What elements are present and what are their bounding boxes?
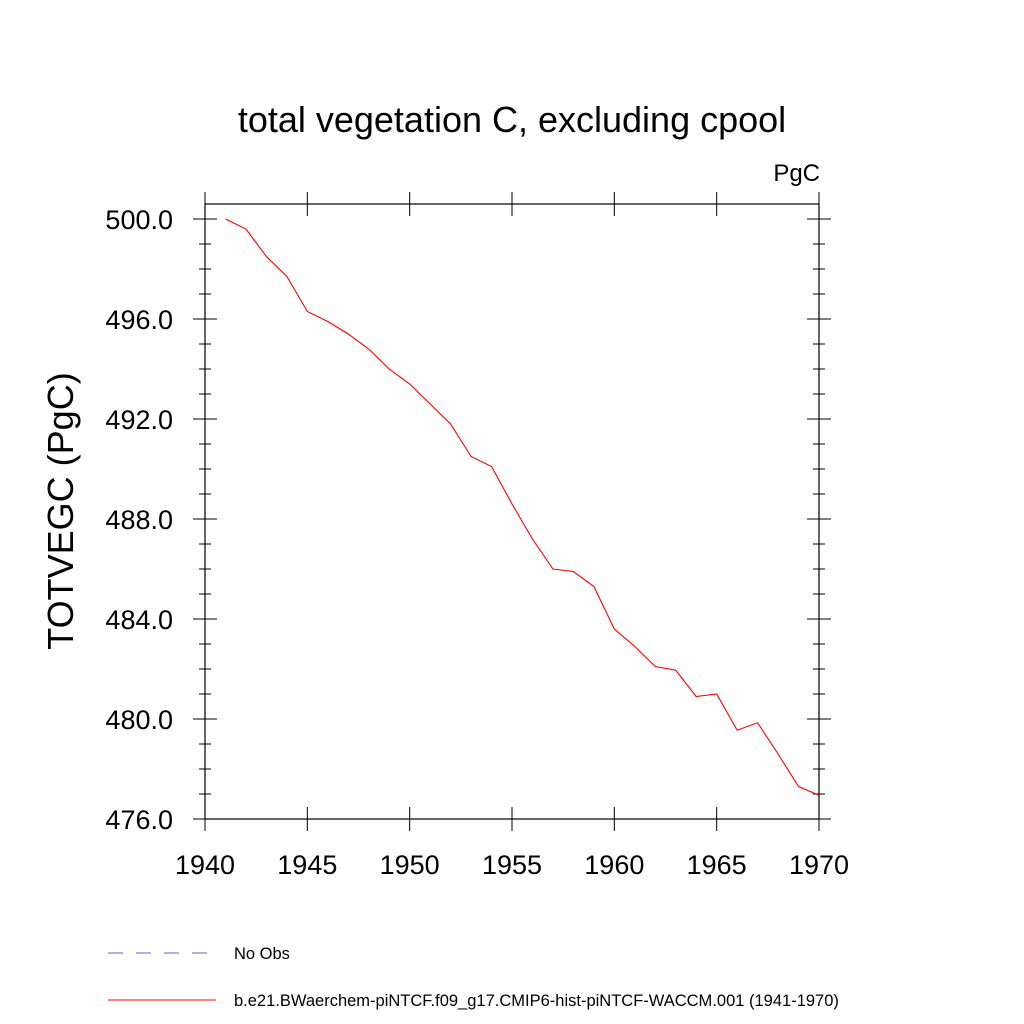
series-layer [225, 218, 820, 796]
axis-tick-labels: 1940 1945 1950 1955 1960 1965 1970 476.0 480.0 48… [105, 205, 849, 880]
y-tick-label: 484.0 [105, 605, 173, 635]
chart-title: total vegetation C, excluding cpool [238, 99, 786, 140]
y-tick-label: 480.0 [105, 705, 173, 735]
y-tick-label: 500.0 [105, 205, 173, 235]
legend-label-no-obs: No Obs [234, 945, 290, 963]
x-tick-label: 1960 [584, 850, 644, 880]
x-tick-label: 1940 [175, 850, 235, 880]
x-tick-label: 1965 [687, 850, 747, 880]
x-tick-label: 1970 [789, 850, 849, 880]
x-tick-label: 1945 [277, 850, 337, 880]
axis-ticks [193, 192, 831, 831]
y-axis-label: TOTVEGC (PgC) [40, 372, 81, 649]
y-tick-label: 488.0 [105, 505, 173, 535]
legend-label-model-run: b.e21.BWaerchem-piNTCF.f09_g17.CMIP6-his… [234, 992, 839, 1010]
legend: No Obs b.e21.BWaerchem-piNTCF.f09_g17.CM… [108, 945, 839, 1010]
y-tick-label: 496.0 [105, 305, 173, 335]
plot-frame [204, 203, 820, 820]
units-label: PgC [773, 160, 820, 187]
y-tick-label: 492.0 [105, 405, 173, 435]
x-tick-label: 1950 [380, 850, 440, 880]
y-tick-label: 476.0 [105, 805, 173, 835]
series-line-0 [225, 218, 820, 796]
x-tick-label: 1955 [482, 850, 542, 880]
